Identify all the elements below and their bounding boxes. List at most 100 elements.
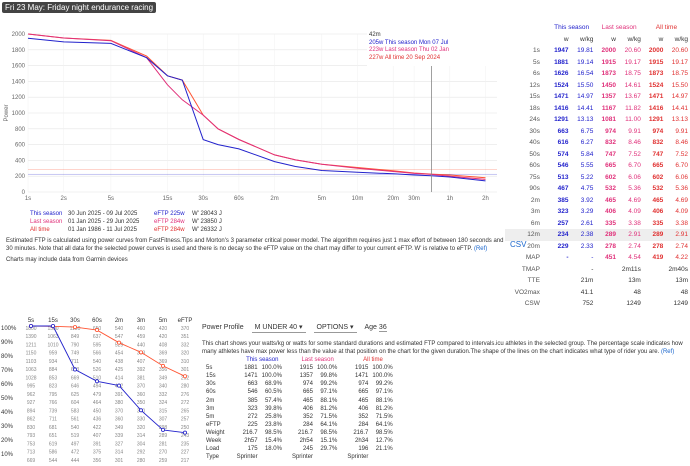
table-row[interactable]: 60s 546 5.55 665 6.70 665 6.70 <box>505 160 690 172</box>
row-value: 19.17 <box>671 58 688 66</box>
table-row[interactable]: 20m 229 2.33 278 2.74 278 2.74 <box>505 241 690 253</box>
profile-cell: 292 <box>181 375 190 381</box>
profile-cell: 711 <box>71 359 79 365</box>
row-value: 4.09 <box>628 208 641 216</box>
profile-cell: 332 <box>181 342 190 348</box>
percent-tick-label: 30% <box>1 424 14 430</box>
y-tick-label: 1600 <box>12 64 26 70</box>
profile-cell: 540 <box>115 326 124 332</box>
options-select[interactable]: OPTIONS ▾ <box>313 322 357 333</box>
row-value: 48 <box>680 288 688 296</box>
table-row[interactable]: 6s 1626 16.54 1873 18.75 1873 18.75 <box>505 68 690 80</box>
profile-cell: 669 <box>71 375 80 381</box>
row-value: 1249 <box>673 300 688 308</box>
profile-cell: 243 <box>181 433 190 439</box>
table-row[interactable]: 24s 1291 13.13 1081 11.00 1291 13.13 <box>505 114 690 126</box>
profile-cell: 444 <box>71 458 80 464</box>
table-row[interactable]: 1s 1947 19.81 2000 20.60 2000 20.60 <box>505 45 690 57</box>
profile-cell: 276 <box>181 392 190 398</box>
row-value: 11.00 <box>625 116 641 124</box>
row-label: 5m <box>206 413 215 420</box>
profile-cell: 711 <box>49 417 57 423</box>
legend-all-time[interactable]: All time 01 Jan 1986 - 11 Jul 2025 eFTP 28… <box>30 227 222 233</box>
table-row[interactable]: 50s 574 5.84 747 7.52 747 7.52 <box>505 149 690 161</box>
y-tick-label: 0 <box>22 190 26 196</box>
row-label: 60s <box>206 389 216 396</box>
y-axis-label: Power <box>4 104 10 121</box>
profile-cell: 927 <box>27 400 36 406</box>
table-row[interactable]: 12s 1524 15.50 1450 14.61 1524 15.50 <box>505 80 690 92</box>
table-row[interactable]: 75s 513 5.22 602 6.06 602 6.06 <box>505 172 690 184</box>
row-label: Week <box>206 437 222 444</box>
profile-column-header: 30s <box>70 318 80 324</box>
row-label: 60s <box>529 162 540 170</box>
profile-column-header: 5m <box>159 318 167 324</box>
table-row[interactable]: MAP - - 451 4.54 419 4.22 <box>505 252 690 264</box>
profile-cell: 360 <box>137 392 146 398</box>
csv-download-link[interactable]: CSV <box>510 240 527 249</box>
age-field[interactable]: Age 36 <box>364 323 387 332</box>
row-value: 6.27 <box>580 139 594 147</box>
profile-cell: 349 <box>115 425 124 431</box>
table-row[interactable]: 12m 234 2.38 289 2.91 289 2.91 <box>505 229 690 241</box>
table-row[interactable]: 6m 257 2.61 335 3.38 335 3.38 <box>505 218 690 230</box>
percent-tick-label: 20% <box>1 438 14 444</box>
ref-link[interactable]: (Ref) <box>473 246 488 252</box>
x-tick-label: 30s <box>198 196 208 202</box>
profile-cell: 823 <box>49 384 58 390</box>
percent-tick-label: 50% <box>1 396 14 402</box>
category-select[interactable]: M UNDER 40 ▾ <box>251 322 306 333</box>
power-profile-chart[interactable]: 5s 15s 30s 60s 2m 3m 5m eFTP 100% 90% 80% 70% 60% 50%… <box>0 316 198 466</box>
row-value: 13m <box>675 277 688 285</box>
table-row[interactable]: 5s 1881 19.14 1915 19.17 1915 19.17 <box>505 57 690 69</box>
row-value: 15.50 <box>577 81 594 89</box>
row-value: 18.0% <box>264 446 282 453</box>
profile-cell: 497 <box>71 441 80 447</box>
legend-last-season[interactable]: Last season 01 Jan 2025 - 29 Jun 2025 eFTP… <box>30 219 222 225</box>
profile-cell: 356 <box>93 458 102 464</box>
row-value: 2.91 <box>665 229 690 241</box>
table-row[interactable]: 18s 1416 14.41 1167 11.82 1416 14.41 <box>505 103 690 115</box>
profile-cell: 320 <box>137 425 146 431</box>
tooltip-line-last-season: 223w Last season Thu 02 Jan <box>369 47 449 53</box>
x-tick-label: 5m <box>318 196 326 202</box>
row-value: 3.92 <box>580 196 594 204</box>
profile-cell: 324 <box>159 400 168 406</box>
tooltip-line-all-time: 227w All time 20 Sep 2024 <box>369 54 441 61</box>
row-value: 1291 <box>648 116 664 124</box>
row-value: 15.50 <box>671 81 688 89</box>
row-value: 4.69 <box>628 196 641 204</box>
profile-column-header: 15s <box>48 318 58 324</box>
profile-ref-link[interactable]: (Ref) <box>660 349 675 355</box>
profile-cell: 637 <box>93 334 102 340</box>
profile-cell: 749 <box>71 351 80 357</box>
table-row[interactable]: 15s 1471 14.97 1357 13.67 1471 14.97 <box>505 91 690 103</box>
profile-cell: 604 <box>71 400 80 406</box>
row-value: 100.0% <box>316 365 338 372</box>
row-value: 18.75 <box>624 70 641 78</box>
profile-cell: 307 <box>159 417 168 423</box>
profile-point <box>160 427 165 432</box>
table-row[interactable]: 30s 663 6.75 974 9.91 974 9.91 <box>505 126 690 138</box>
table-row[interactable]: 3m 323 3.29 406 4.09 406 4.09 <box>505 206 690 218</box>
profile-cell: 369 <box>159 359 168 365</box>
row-value: - <box>566 254 569 262</box>
table-row[interactable]: 2m 385 3.92 465 4.69 465 4.69 <box>505 195 690 207</box>
row-value: 1947 <box>554 47 569 55</box>
row-value: 25.8% <box>264 413 282 420</box>
legend-this-season[interactable]: This season 30 Jun 2025 - 09 Jul 2025 eFTP… <box>30 211 222 217</box>
profile-stats-row: Week 2h57 15.4% 2h54 15.1% 2h34 12.7% <box>204 437 401 445</box>
table-row[interactable]: 40s 616 6.27 832 8.46 832 8.46 <box>505 137 690 149</box>
activity-title[interactable]: Fri 23 May: Friday night endurance racin… <box>2 2 157 13</box>
row-label: Load <box>206 446 220 453</box>
table-row[interactable]: 90s 467 4.75 532 5.36 532 5.36 <box>505 183 690 195</box>
row-value: 68.9% <box>264 381 282 388</box>
row-label: 50s <box>529 150 540 158</box>
row-value: 335 <box>652 219 664 227</box>
row-value: 29.7% <box>320 446 338 453</box>
row-value: 98.5% <box>375 429 393 436</box>
profile-cell: 391 <box>93 441 102 447</box>
row-label: 2m <box>206 397 215 404</box>
row-value: 289 <box>595 229 618 241</box>
